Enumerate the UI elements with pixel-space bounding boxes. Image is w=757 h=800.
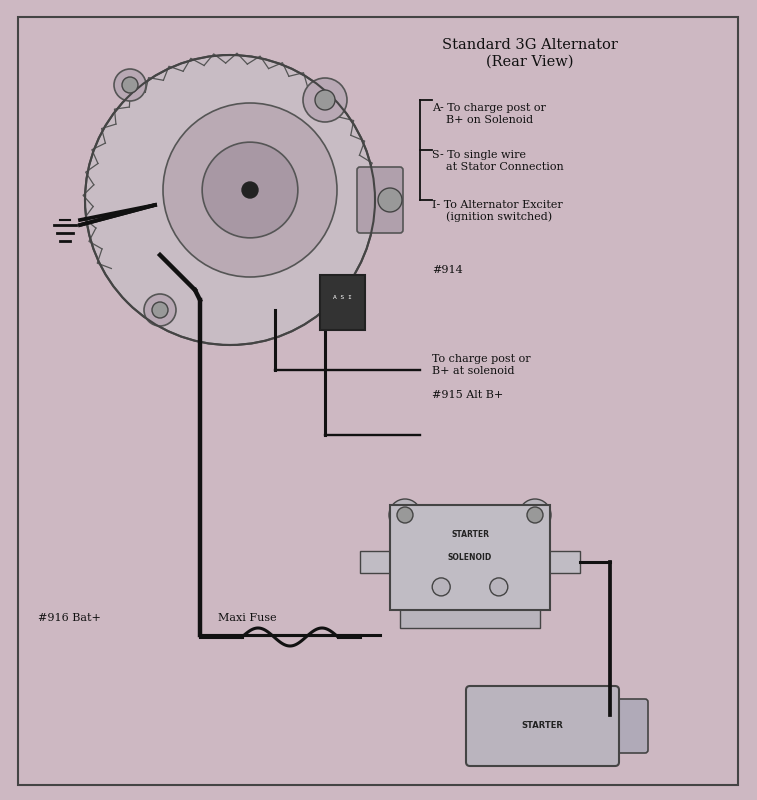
Circle shape xyxy=(397,507,413,523)
Text: #916 Bat+: #916 Bat+ xyxy=(38,613,101,623)
Text: A S I: A S I xyxy=(333,295,352,300)
Circle shape xyxy=(144,294,176,326)
Circle shape xyxy=(432,578,450,596)
Circle shape xyxy=(114,69,146,101)
FancyBboxPatch shape xyxy=(466,686,619,766)
Circle shape xyxy=(85,55,375,345)
Circle shape xyxy=(378,188,402,212)
Circle shape xyxy=(490,578,508,596)
Text: #915 Alt B+: #915 Alt B+ xyxy=(432,390,503,400)
Text: SOLENOID: SOLENOID xyxy=(448,553,492,562)
Text: STARTER: STARTER xyxy=(451,530,489,539)
Circle shape xyxy=(303,78,347,122)
Bar xyxy=(320,275,365,330)
Circle shape xyxy=(242,182,258,198)
Circle shape xyxy=(122,77,138,93)
Bar xyxy=(360,551,395,574)
Bar xyxy=(400,608,540,628)
Bar xyxy=(545,551,580,574)
Text: To charge post or
B+ at solenoid: To charge post or B+ at solenoid xyxy=(432,354,531,376)
FancyBboxPatch shape xyxy=(357,167,403,233)
Text: S- To single wire
    at Stator Connection: S- To single wire at Stator Connection xyxy=(432,150,564,172)
Circle shape xyxy=(202,142,298,238)
Circle shape xyxy=(389,499,421,531)
Text: STARTER: STARTER xyxy=(522,722,563,730)
Text: A- To charge post or
    B+ on Solenoid: A- To charge post or B+ on Solenoid xyxy=(432,103,546,125)
Circle shape xyxy=(152,302,168,318)
Circle shape xyxy=(163,103,337,277)
Text: Maxi Fuse: Maxi Fuse xyxy=(218,613,276,623)
Text: #914: #914 xyxy=(432,265,463,275)
Text: I- To Alternator Exciter
    (ignition switched): I- To Alternator Exciter (ignition switc… xyxy=(432,200,562,222)
Text: Standard 3G Alternator
(Rear View): Standard 3G Alternator (Rear View) xyxy=(442,38,618,68)
Bar xyxy=(390,505,550,610)
Circle shape xyxy=(315,90,335,110)
FancyBboxPatch shape xyxy=(607,699,648,753)
Circle shape xyxy=(519,499,551,531)
Circle shape xyxy=(527,507,543,523)
